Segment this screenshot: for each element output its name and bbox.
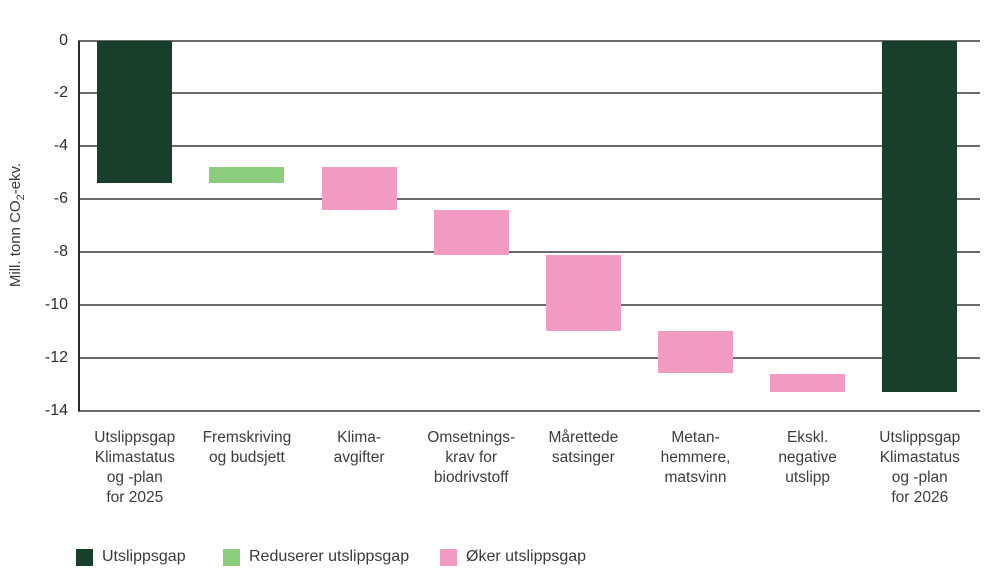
gridline [78, 92, 980, 95]
legend-item-utslippsgap: Utslippsgap [76, 548, 186, 566]
category-label: Ekskl. negative utslipp [778, 429, 837, 486]
gridline [78, 145, 980, 148]
legend-swatch-total [76, 548, 93, 566]
legend-label: Utslippsgap [102, 548, 186, 565]
y-tick-label: -10 [44, 295, 68, 313]
category-label: Mårettede satsinger [548, 429, 619, 466]
y-axis-line [78, 40, 80, 411]
y-tick-label: -2 [53, 84, 68, 102]
y-tick-label: -14 [44, 401, 68, 419]
category-label: Utslippsgap Klimastatus og -plan for 2025 [94, 429, 176, 506]
bar-increase-4 [433, 209, 509, 255]
gridline [78, 250, 980, 253]
category-label: Fremskriving og budsjett [202, 429, 292, 466]
y-tick-label: -12 [44, 348, 68, 366]
legend-item-reduserer-utslippsgap: Reduserer utslippsgap [223, 548, 409, 566]
category-label: Omsetnings-krav for biodrivstoff [427, 429, 516, 486]
gridline [78, 198, 980, 201]
y-tick-label: -6 [53, 190, 68, 208]
gridline [78, 409, 980, 412]
bar-increase-3 [321, 167, 397, 210]
bar-total-8 [882, 40, 958, 392]
legend-label: Øker utslippsgap [466, 548, 587, 565]
y-tick-label: 0 [59, 31, 68, 49]
legend-label: Reduserer utslippsgap [249, 548, 410, 565]
gridline [78, 303, 980, 306]
category-label: Utslippsgap Klimastatus og -plan for 2026 [879, 429, 961, 506]
category-label: Metan-hemmere, matsvinn [660, 429, 731, 486]
legend-swatch-reduce [223, 548, 240, 566]
legend: Utslippsgap Reduserer utslippsgap Øker u… [0, 548, 988, 570]
y-tick-label: -8 [53, 242, 68, 260]
bar-total-1 [97, 40, 173, 184]
bar-increase-7 [770, 373, 846, 392]
legend-item-oker-utslippsgap: Øker utslippsgap [440, 548, 586, 566]
y-tick-label: -4 [53, 137, 68, 155]
legend-swatch-increase [440, 548, 457, 566]
bar-reduce-2 [209, 167, 285, 184]
y-axis-title: Mill. tonn CO2-ekv. [7, 163, 27, 287]
gridline [78, 356, 980, 359]
gridline [78, 39, 980, 42]
bar-increase-5 [545, 254, 621, 332]
bar-increase-6 [658, 331, 733, 374]
category-label: Klima-avgifter [333, 429, 385, 466]
